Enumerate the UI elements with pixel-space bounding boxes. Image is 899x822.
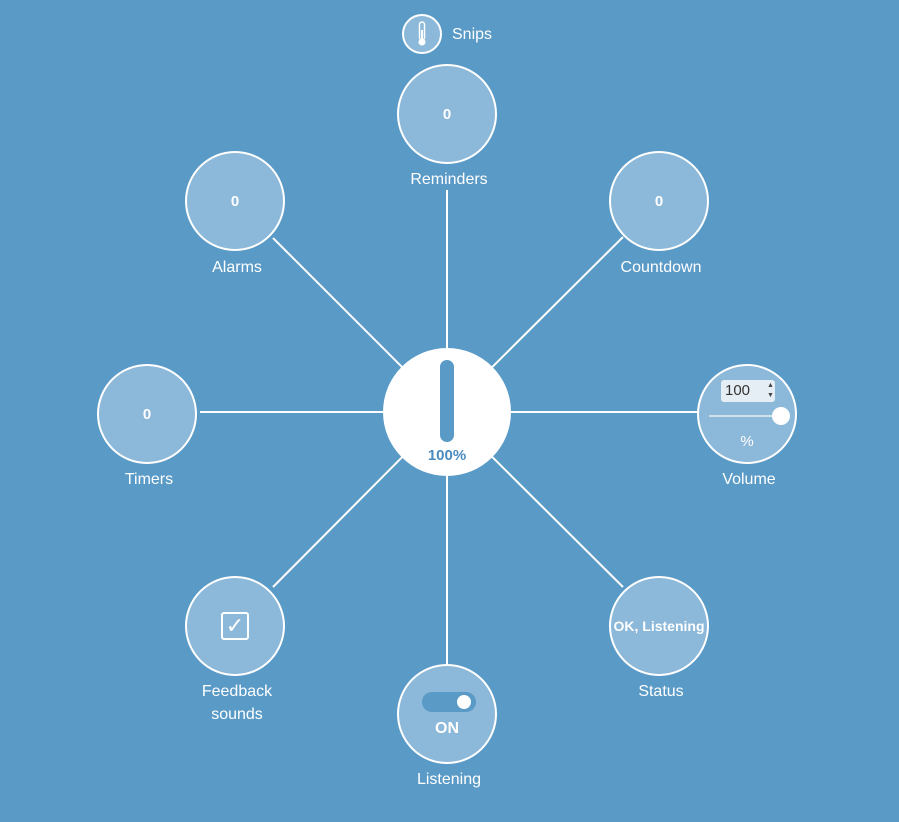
volume-unit: % [740,433,754,450]
volume-node: 100 ▲ ▼ % [697,364,797,464]
volume-spinbox[interactable]: 100 [721,380,775,402]
level-percent: 100% [427,447,467,464]
timers-node[interactable]: 0 [97,364,197,464]
listening-label: Listening [416,771,482,788]
listening-state: ON [435,720,459,737]
level-bar [440,360,454,442]
alarms-node[interactable]: 0 [185,151,285,251]
toggle-knob [457,695,471,709]
listening-toggle[interactable] [422,692,476,712]
feedback-label-line2: sounds [211,706,263,723]
timers-count: 0 [142,405,152,423]
reminders-label: Reminders [410,171,488,188]
status-value: OK, Listening [613,618,705,634]
volume-slider-track[interactable] [709,415,781,417]
status-label: Status [638,683,684,700]
volume-label: Volume [722,471,776,488]
checkbox-checked-icon[interactable]: ✓ [221,612,249,640]
countdown-node[interactable]: 0 [609,151,709,251]
reminders-count: 0 [442,105,452,123]
alarms-count: 0 [230,192,240,210]
spin-arrows-icon[interactable]: ▲ ▼ [767,382,774,399]
brand-name: Snips [452,26,493,43]
alarms-label: Alarms [212,259,262,276]
volume-slider-thumb[interactable] [772,407,790,425]
center-hub: 100% [383,348,511,476]
feedback-label-line1: Feedback [201,683,273,700]
status-node: OK, Listening [609,576,709,676]
reminders-node[interactable]: 0 [397,64,497,164]
countdown-count: 0 [654,192,664,210]
timers-label: Timers [124,471,174,488]
feedback-sounds-label: Feedback sounds [167,680,307,726]
listening-node: ON [397,664,497,764]
feedback-sounds-node: ✓ [185,576,285,676]
thermometer-icon [402,14,442,54]
countdown-label: Countdown [620,259,702,276]
